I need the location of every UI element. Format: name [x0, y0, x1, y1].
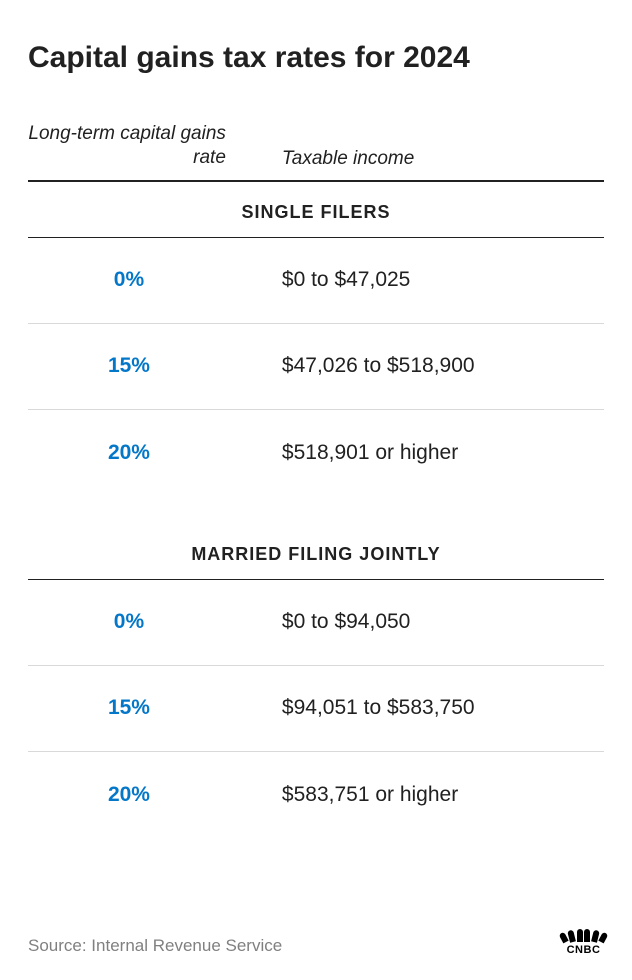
table-row: 15% $94,051 to $583,750: [28, 666, 604, 752]
rate-cell: 0%: [28, 610, 270, 634]
rate-cell: 15%: [28, 696, 270, 720]
rate-cell: 0%: [28, 268, 270, 292]
section-title-married: MARRIED FILING JOINTLY: [28, 524, 604, 580]
header-income: Taxable income: [270, 148, 604, 170]
table-row: 20% $518,901 or higher: [28, 410, 604, 496]
rate-cell: 15%: [28, 354, 270, 378]
rate-cell: 20%: [28, 783, 270, 807]
income-cell: $583,751 or higher: [270, 783, 604, 807]
table-row: 0% $0 to $94,050: [28, 580, 604, 666]
income-cell: $0 to $94,050: [270, 610, 604, 634]
footer: Source: Internal Revenue Service CNBC: [28, 929, 604, 956]
section-gap: [28, 496, 604, 524]
column-headers: Long-term capital gains rate Taxable inc…: [28, 122, 604, 182]
logo-text: CNBC: [567, 944, 601, 956]
rate-cell: 20%: [28, 441, 270, 465]
source-text: Source: Internal Revenue Service: [28, 936, 282, 956]
income-cell: $0 to $47,025: [270, 268, 604, 292]
header-rate: Long-term capital gains rate: [28, 122, 270, 170]
table-row: 0% $0 to $47,025: [28, 238, 604, 324]
section-title-single: SINGLE FILERS: [28, 182, 604, 238]
cnbc-logo: CNBC: [563, 929, 604, 956]
income-cell: $518,901 or higher: [270, 441, 604, 465]
table-row: 20% $583,751 or higher: [28, 752, 604, 838]
table-row: 15% $47,026 to $518,900: [28, 324, 604, 410]
income-cell: $47,026 to $518,900: [270, 354, 604, 378]
peacock-icon: [563, 929, 604, 942]
income-cell: $94,051 to $583,750: [270, 696, 604, 720]
page-title: Capital gains tax rates for 2024: [28, 40, 604, 76]
